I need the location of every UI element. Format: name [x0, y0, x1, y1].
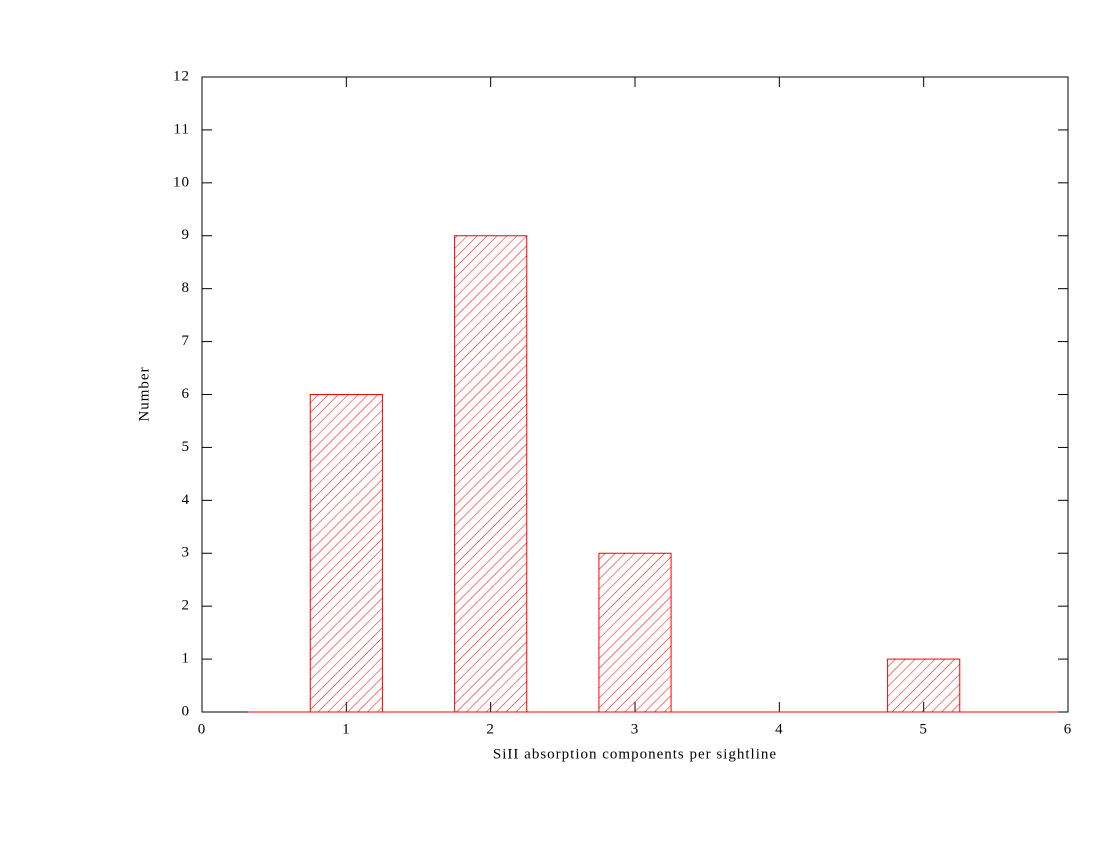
y-tick-label: 1 [182, 651, 191, 667]
y-tick-label: 9 [182, 227, 191, 243]
x-tick-label: 5 [919, 721, 928, 737]
x-axis-label: SiII absorption components per sightline [493, 746, 777, 762]
y-tick-label: 11 [174, 121, 190, 137]
y-tick-label: 10 [173, 174, 190, 190]
y-tick-label: 2 [182, 598, 191, 614]
x-tick-label: 3 [631, 721, 640, 737]
bar [309, 394, 383, 713]
bar [454, 235, 528, 713]
y-tick-label: 3 [182, 545, 191, 561]
x-tick-label: 6 [1064, 721, 1073, 737]
y-tick-label: 5 [182, 439, 191, 455]
y-tick-label: 4 [182, 492, 191, 508]
y-tick-label: 12 [173, 68, 190, 84]
x-tick-label: 4 [775, 721, 784, 737]
bar [598, 552, 672, 713]
y-tick-label: 6 [182, 386, 191, 402]
y-tick-label: 7 [182, 333, 191, 349]
x-tick-label: 2 [486, 721, 495, 737]
y-tick-label: 8 [182, 280, 191, 296]
x-tick-label: 0 [198, 721, 207, 737]
y-axis-label: Number [136, 366, 152, 421]
y-tick-label: 0 [182, 703, 191, 719]
x-tick-label: 1 [342, 721, 351, 737]
bar [887, 658, 961, 713]
